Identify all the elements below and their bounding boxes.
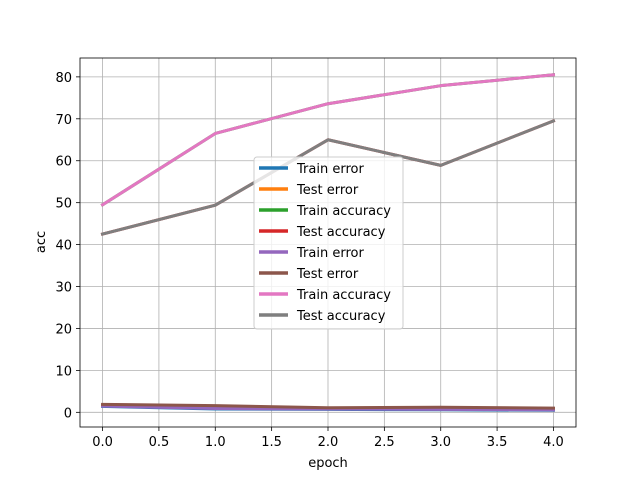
x-tick-label: 1.0 xyxy=(205,435,226,450)
x-tick-label: 3.5 xyxy=(487,435,508,450)
x-axis-label: epoch xyxy=(308,456,348,471)
y-axis-label: acc xyxy=(34,231,49,253)
y-tick-label: 30 xyxy=(55,281,72,296)
series-line-7 xyxy=(100,118,556,236)
series-line-6 xyxy=(100,73,556,207)
x-tick-label: 3.0 xyxy=(430,435,451,450)
x-tick-label: 2.5 xyxy=(374,435,395,450)
legend-label: Test accuracy xyxy=(296,309,386,324)
legend-label: Train error xyxy=(296,246,364,261)
legend-box xyxy=(253,156,404,330)
y-tick-label: 40 xyxy=(55,239,72,254)
legend-label: Train accuracy xyxy=(296,288,391,303)
legend-label: Test error xyxy=(296,267,359,282)
y-tick-label: 0 xyxy=(64,406,72,421)
y-tick-label: 80 xyxy=(55,71,72,86)
y-tick-label: 60 xyxy=(55,155,72,170)
x-tick-label: 2.0 xyxy=(318,435,339,450)
y-tick-label: 70 xyxy=(55,113,72,128)
legend-label: Train error xyxy=(296,162,364,177)
x-tick-label: 0.0 xyxy=(92,435,113,450)
series-lines xyxy=(100,73,556,412)
x-tick-label: 0.5 xyxy=(149,435,170,450)
legend-label: Test accuracy xyxy=(296,225,386,240)
x-tick-label: 4.0 xyxy=(543,435,564,450)
y-tick-label: 20 xyxy=(55,322,72,337)
x-tick-label: 1.5 xyxy=(261,435,282,450)
legend-label: Test error xyxy=(296,183,359,198)
legend: Train error Test error Train accuracy Test … xyxy=(253,156,404,330)
y-tick-label: 50 xyxy=(55,197,72,212)
series-line-5 xyxy=(101,402,555,410)
y-tick-label: 10 xyxy=(55,364,72,379)
legend-label: Train accuracy xyxy=(296,204,391,219)
axis-ticks: 0.0 0.5 1.0 1.5 2.0 2.5 3.0 3.5 4.0 0 10 20 30 40 50 60… xyxy=(55,71,563,450)
